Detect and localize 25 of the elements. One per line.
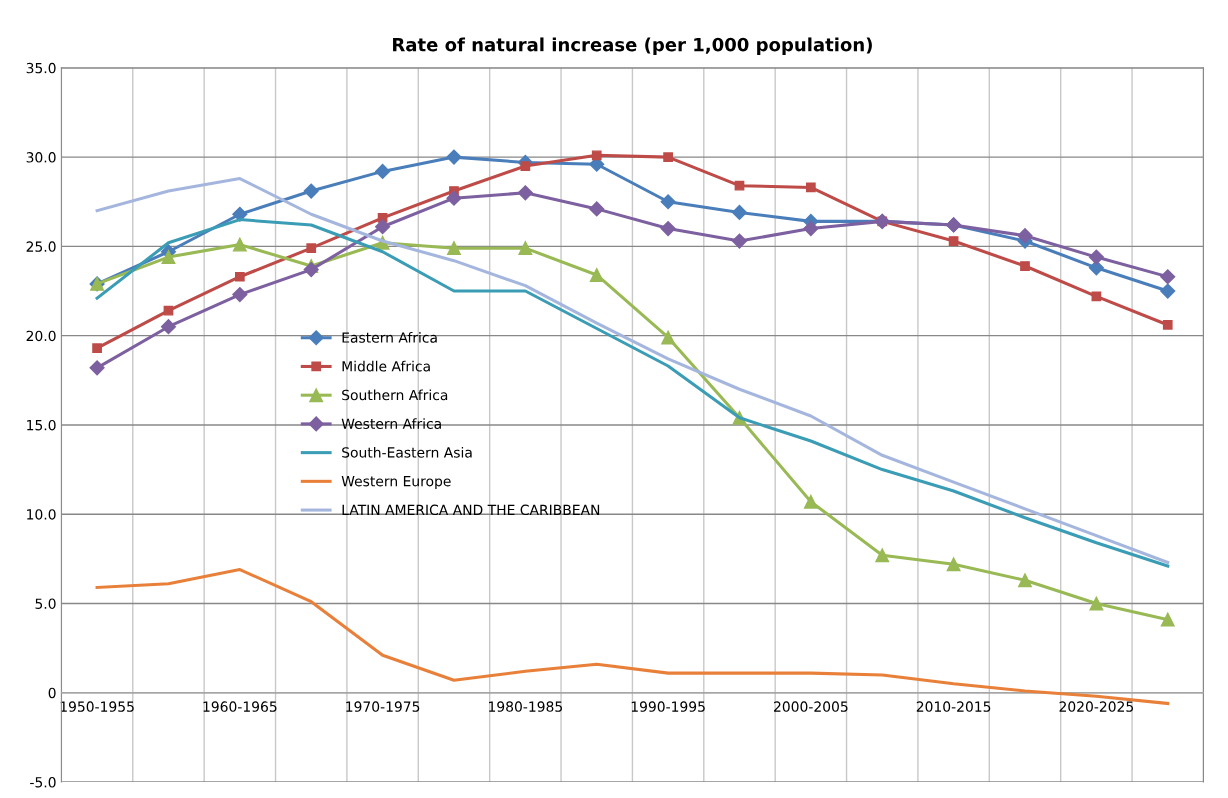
y-tick-label: -5.0 (30, 777, 56, 788)
y-tick-label: 10.0 (27, 509, 56, 520)
x-tick-label: 1950-1955 (60, 701, 134, 712)
x-tick-label: 1960-1965 (203, 701, 277, 712)
legend-label: Eastern Africa (342, 332, 437, 343)
y-tick-label: 15.0 (27, 419, 56, 431)
legend-label: Middle Africa (342, 360, 430, 372)
x-tick-label: 1980-1985 (489, 701, 562, 712)
y-tick-label: 30.0 (26, 152, 56, 163)
y-tick-label: 35.0 (26, 62, 56, 74)
legend-label: Western Africa (341, 418, 441, 429)
legend-label: Southern Africa (342, 389, 448, 401)
y-tick-label: 20.0 (26, 330, 56, 342)
legend-label: South-Eastern Asia (342, 446, 472, 458)
x-tick-label: 2000-2005 (774, 701, 848, 712)
y-tick-label: 25.0 (26, 241, 56, 252)
legend-label: Western Europe (341, 476, 451, 490)
x-tick-label: 2010-2015 (916, 701, 991, 712)
legend-label: LATIN AMERICA AND THE CARIBBEAN (342, 504, 600, 516)
x-tick-label: 1970-1975 (346, 701, 420, 712)
y-tick-label: 5.0 (35, 598, 56, 609)
y-tick-label: 0 (48, 687, 56, 699)
x-tick-label: 1990-1995 (631, 701, 705, 712)
x-tick-label: 2020-2025 (1059, 701, 1134, 712)
chart-title: Rate of natural increase (per 1,000 population) (393, 37, 872, 55)
